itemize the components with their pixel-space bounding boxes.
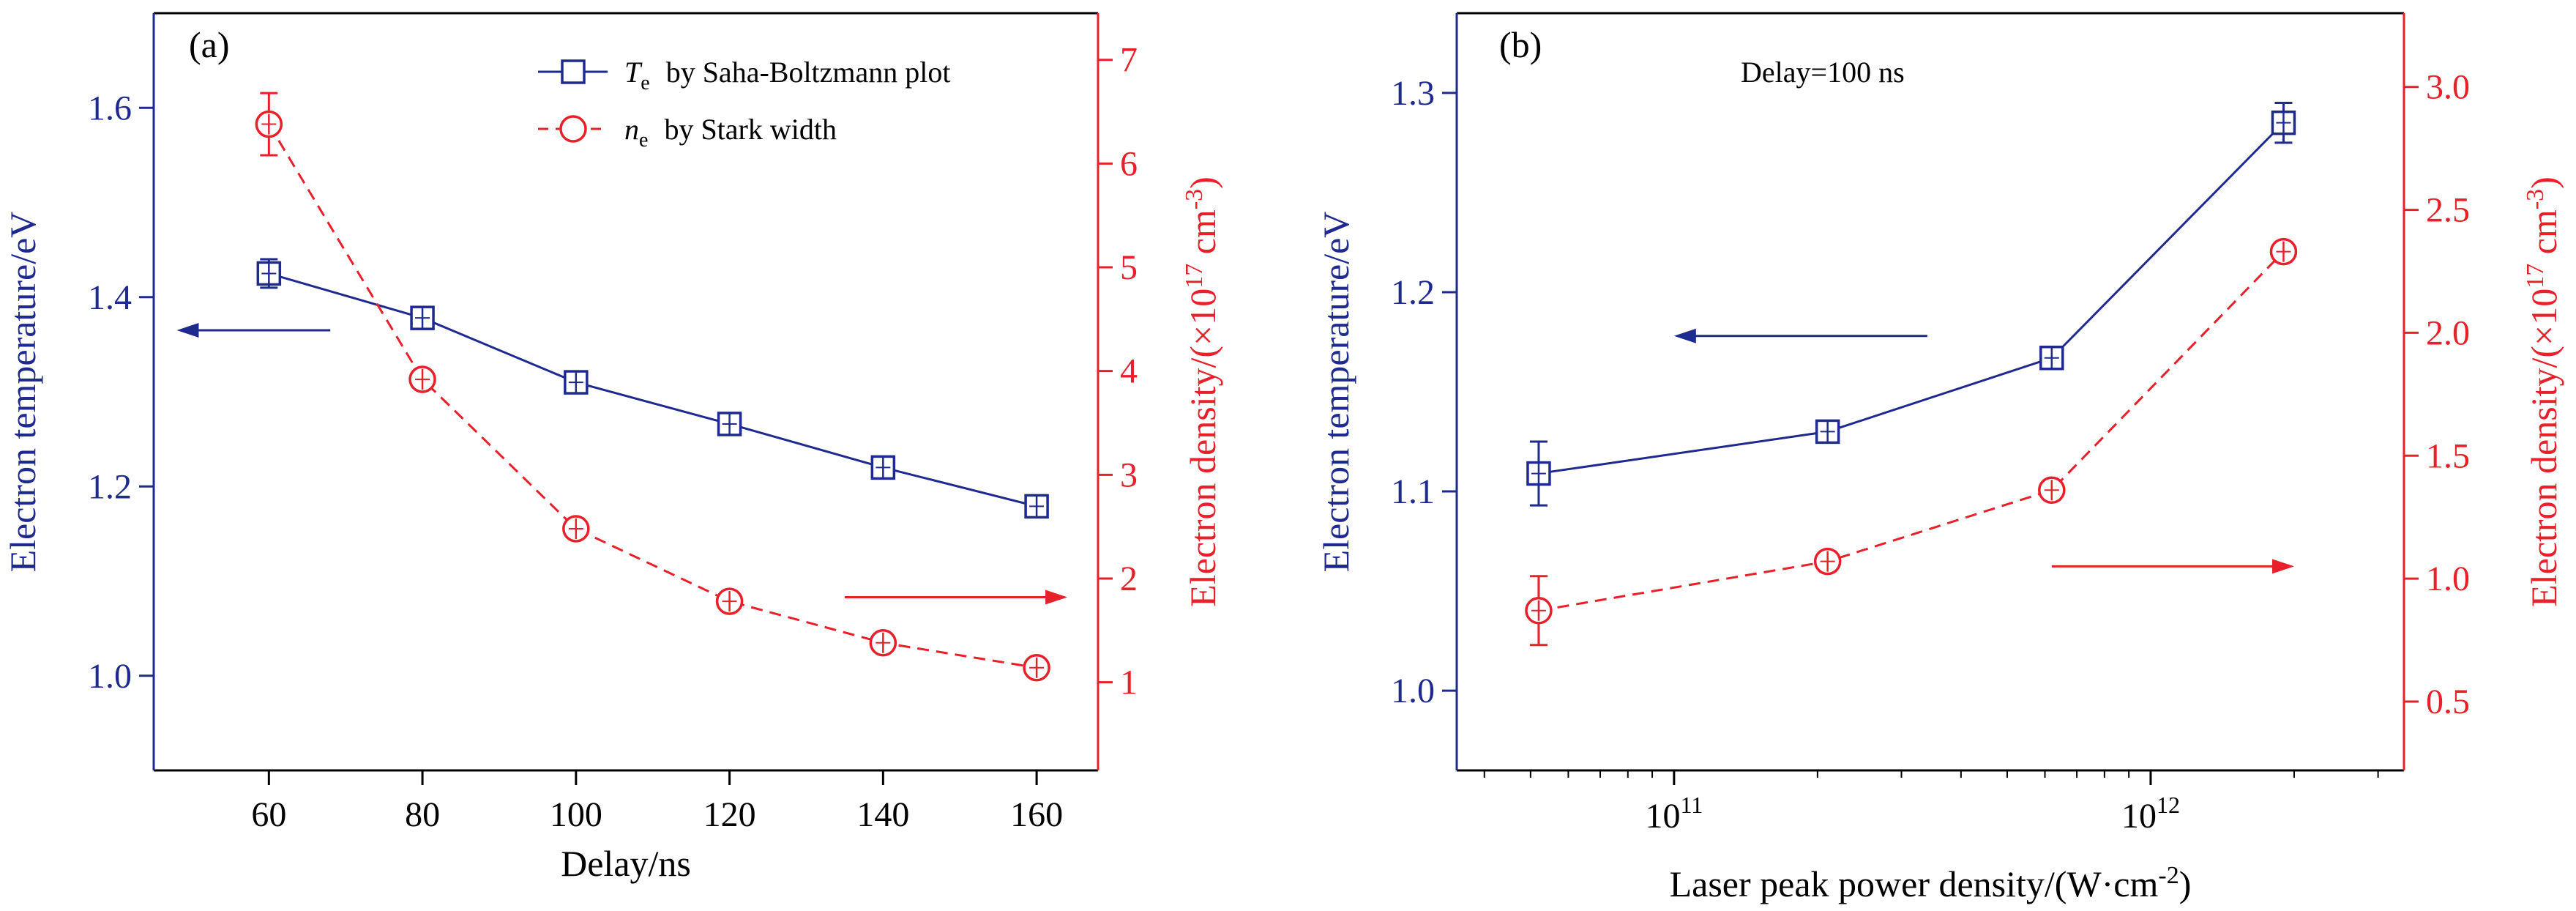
axis-arrow-right-head — [2271, 559, 2294, 574]
x-axis-label: Laser peak power density/(W·cm-2) — [1670, 862, 2192, 904]
y-right-tick-label: 6 — [1120, 144, 1138, 183]
axis-arrow-right-head — [1045, 590, 1068, 605]
y-right-label-unit: cm — [1182, 209, 1223, 264]
x-tick-label: 80 — [405, 795, 440, 834]
delay-annotation: Delay=100 ns — [1741, 56, 1905, 89]
y-right-label-unit-exponent: -3 — [1181, 189, 1208, 209]
y-right-tick-label: 2.0 — [2426, 313, 2470, 352]
axis-arrow-left — [1673, 328, 1927, 343]
y-left-tick-label: 1.4 — [88, 278, 132, 317]
legend-item: ne by Stark width — [538, 113, 837, 152]
legend-symbol: n — [624, 113, 639, 146]
series-right-circle — [1525, 237, 2298, 647]
series-line — [1538, 250, 2285, 612]
x-tick-label: 1012 — [2121, 792, 2180, 836]
y-right-tick-label: 2 — [1120, 559, 1138, 598]
legend-text: by Saha-Boltzmann plot — [659, 56, 951, 89]
x-axis-label-end: ) — [2179, 863, 2192, 904]
y-right-tick-label: 1.0 — [2426, 559, 2470, 598]
y-right-tick-label: 3 — [1120, 456, 1138, 494]
legend-item: Te by Saha-Boltzmann plot — [538, 56, 951, 94]
x-axis-label-text: Laser peak power density/(W·cm — [1670, 863, 2159, 904]
legend-symbol-subscript: e — [639, 129, 648, 152]
y-right-axis-label: Electron density/(×1017 cm-3) — [1181, 176, 1223, 607]
y-right-tick-label: 1.5 — [2426, 436, 2470, 475]
series-left-square — [1526, 101, 2296, 507]
x-tick-label-exponent: 12 — [2157, 792, 2180, 818]
y-right-axis-label: Electron density/(×1017 cm-3) — [2522, 176, 2564, 607]
x-tick-label-exponent: 11 — [1680, 792, 1703, 818]
y-left-tick-label: 1.6 — [88, 89, 132, 127]
x-tick-label: 160 — [1010, 795, 1063, 834]
y-left-axis-label: Electron temperature/eV — [1315, 212, 1356, 573]
y-right-tick-label: 4 — [1120, 352, 1138, 391]
y-right-tick-label: 3.0 — [2426, 68, 2470, 107]
legend-marker-circle — [559, 115, 587, 143]
legend-marker-square — [561, 59, 586, 84]
legend: Te by Saha-Boltzmann plot ne by Stark wid… — [538, 56, 951, 152]
y-right-label-end: ) — [1182, 176, 1223, 189]
x-tick-label: 60 — [251, 795, 286, 834]
y-right-tick-label: 0.5 — [2426, 683, 2470, 721]
x-tick-label: 1011 — [1645, 792, 1703, 836]
legend-label: Te by Saha-Boltzmann plot — [624, 56, 951, 94]
y-right-label-exponent: 17 — [1181, 264, 1208, 289]
legend-symbol-subscript: e — [641, 72, 649, 94]
series-left-square — [256, 258, 1049, 519]
x-tick-label-base: 10 — [1645, 797, 1680, 836]
x-axis-label-superscript: -2 — [2158, 862, 2179, 889]
axis-arrow-right — [844, 590, 1068, 605]
y-right-label-exponent: 17 — [2522, 264, 2549, 289]
y-left-tick-label: 1.1 — [1391, 472, 1435, 511]
y-right-tick-label: 7 — [1120, 41, 1138, 80]
y-right-label-text: Electron density/(×10 — [1182, 289, 1223, 607]
y-right-tick-label: 1 — [1120, 663, 1138, 702]
y-right-tick-label: 2.5 — [2426, 191, 2470, 230]
x-tick-label-base: 10 — [2121, 797, 2157, 836]
panel-label: (b) — [1499, 24, 1542, 65]
y-left-tick-label: 1.3 — [1391, 74, 1435, 113]
panel-a-chart: 60 80 100 120 140 160 1.0 1.2 1.4 1.6 1 2 3 4 5 6 7 Delay… — [2, 12, 1223, 884]
legend-text: by Stark width — [657, 113, 837, 146]
series-line — [268, 123, 1037, 669]
y-right-label-end: ) — [2523, 176, 2564, 189]
axis-arrow-left-head — [176, 322, 199, 338]
legend-symbol: T — [624, 56, 643, 89]
axis-arrow-left — [176, 322, 331, 338]
x-tick-label: 100 — [550, 795, 602, 834]
x-axis-label: Delay/ns — [561, 843, 691, 884]
series-right-circle — [255, 92, 1050, 682]
y-right-label-unit: cm — [2523, 209, 2564, 264]
series-line — [1538, 122, 2285, 475]
y-right-label-unit-exponent: -3 — [2522, 189, 2549, 209]
panel-b-chart: 1011 10121.01.11.21.30.51.01.52.02.53.0La… — [1315, 12, 2564, 904]
y-left-tick-label: 1.0 — [1391, 672, 1435, 710]
y-left-tick-label: 1.2 — [1391, 273, 1435, 312]
legend-label: ne by Stark width — [624, 113, 837, 152]
axis-arrow-left-head — [1673, 328, 1696, 343]
y-left-axis-label: Electron temperature/eV — [2, 212, 43, 573]
y-right-label-text: Electron density/(×10 — [2523, 289, 2564, 607]
x-tick-label: 120 — [703, 795, 756, 834]
y-left-tick-label: 1.0 — [88, 657, 132, 696]
x-tick-label: 140 — [856, 795, 909, 834]
axis-arrow-right — [2051, 559, 2294, 574]
series-line — [268, 272, 1037, 507]
y-left-tick-label: 1.2 — [88, 467, 132, 506]
y-right-tick-label: 5 — [1120, 248, 1138, 287]
panel-label: (a) — [189, 24, 230, 65]
